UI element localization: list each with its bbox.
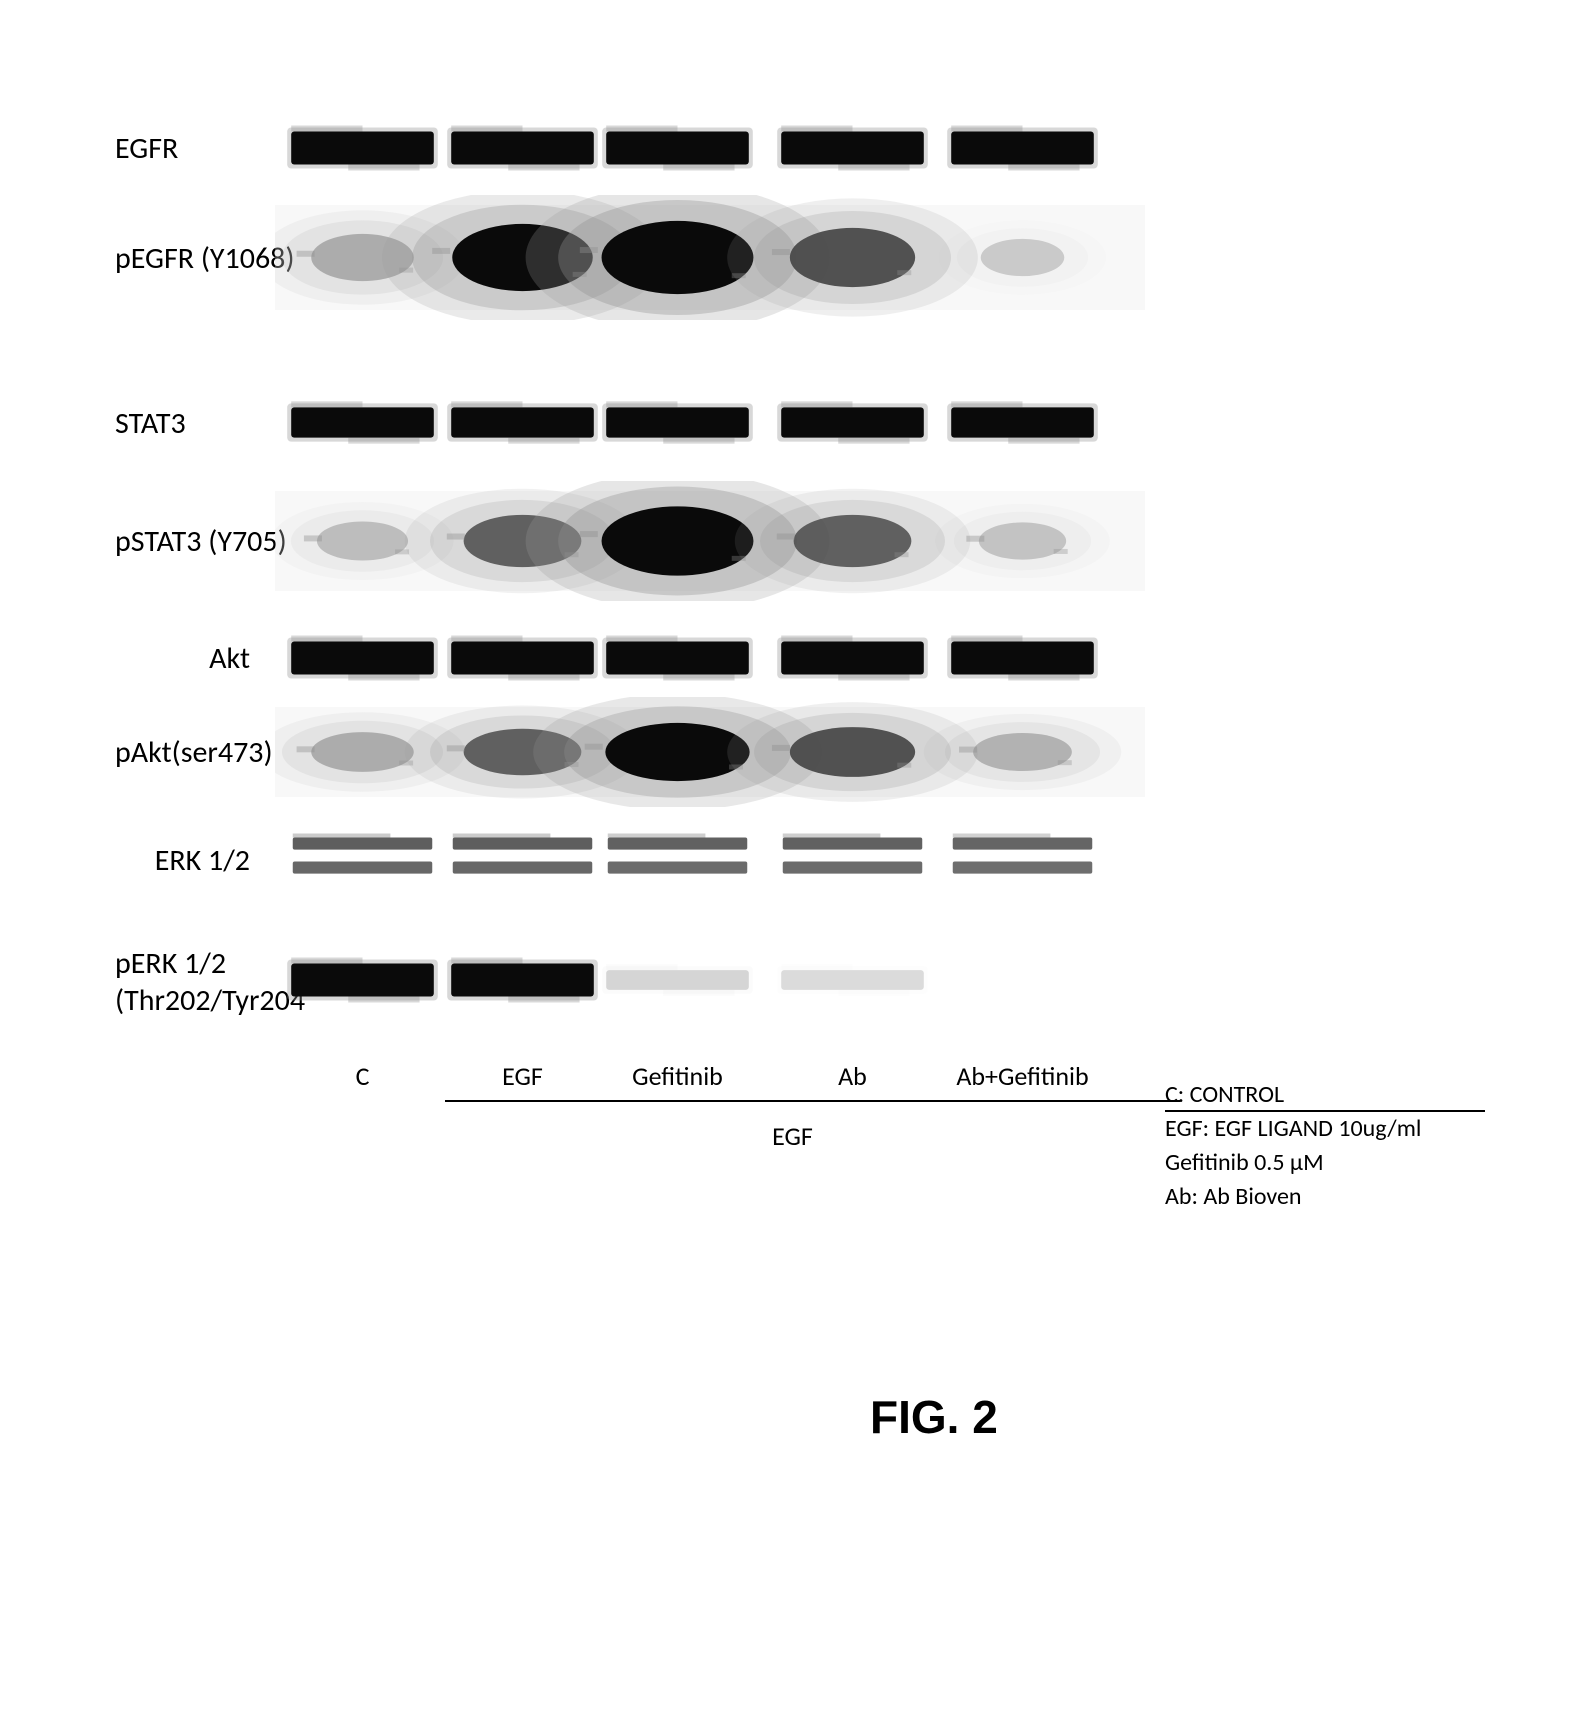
- legend-line: Gefitinib 0.5 µM: [1165, 1148, 1324, 1177]
- figure-container: EGFRpEGFR (Y1068)STAT3pSTAT3 (Y705)AktpA…: [0, 0, 1591, 1724]
- blot-row: [275, 481, 1145, 601]
- row-label: Akt: [115, 640, 250, 677]
- blot-row: [275, 103, 1145, 193]
- blot-row: [275, 380, 1145, 465]
- lane-group-line: [445, 1100, 1180, 1102]
- legend-line: C: CONTROL: [1165, 1080, 1284, 1109]
- lane-label: Gefitinib: [588, 1060, 768, 1092]
- lane-label: Ab+Gefitinib: [933, 1060, 1113, 1092]
- row-label: ERK 1/2: [115, 842, 250, 879]
- lane-label: Ab: [763, 1060, 943, 1092]
- figure-title: FIG. 2: [870, 1390, 998, 1444]
- blot-row: [275, 817, 1145, 902]
- blot-row: [275, 195, 1145, 320]
- legend-line: Ab: Ab Bioven: [1165, 1182, 1302, 1211]
- lane-group-label: EGF: [733, 1120, 853, 1152]
- blot-row: [275, 935, 1145, 1025]
- lane-label: EGF: [433, 1060, 613, 1092]
- lane-label: C: [273, 1060, 453, 1092]
- blot-row: [275, 613, 1145, 703]
- legend-overline: [1165, 1110, 1485, 1112]
- blot-row: [275, 697, 1145, 807]
- legend-line: EGF: EGF LIGAND 10ug/ml: [1165, 1114, 1421, 1143]
